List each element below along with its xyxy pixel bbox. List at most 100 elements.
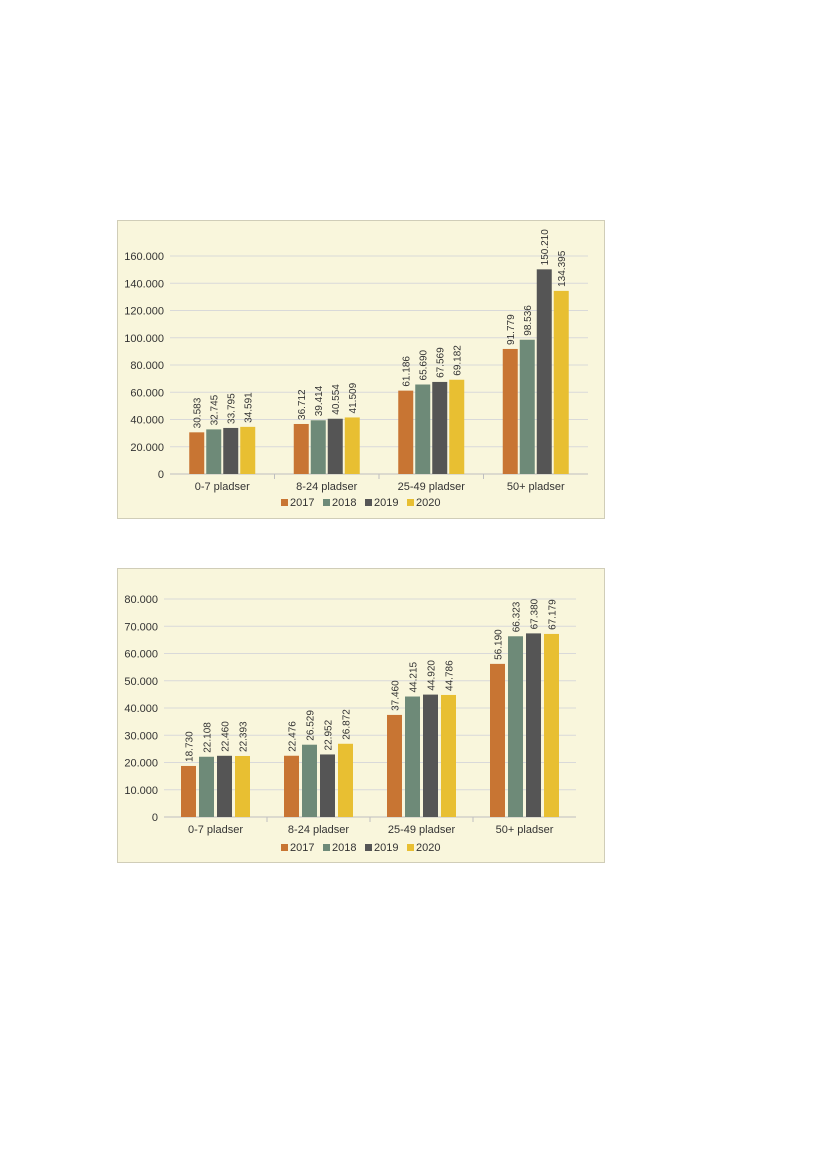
bar-2018	[206, 429, 222, 474]
bar-2017	[181, 765, 196, 817]
data-label: 150.210	[540, 229, 551, 266]
y-tick-label: 60.000	[124, 649, 158, 661]
data-label: 26.529	[306, 710, 317, 741]
y-tick-label: 60.000	[130, 387, 164, 399]
legend-swatch	[323, 499, 330, 506]
data-label: 69.182	[453, 345, 464, 376]
data-label: 26.872	[342, 709, 353, 740]
data-label: 67.380	[530, 598, 541, 629]
legend-swatch	[281, 844, 288, 851]
data-label: 34.591	[244, 392, 255, 423]
legend-swatch	[323, 844, 330, 851]
bar-2017	[502, 348, 518, 474]
data-label: 40.554	[331, 384, 342, 415]
y-tick-label: 120.000	[124, 306, 164, 318]
bar-2020	[449, 379, 465, 474]
y-tick-label: 50.000	[124, 676, 158, 688]
legend-swatch	[365, 844, 372, 851]
data-label: 37.460	[391, 680, 402, 711]
x-category-label: 8-24 pladser	[296, 481, 357, 493]
x-category-label: 25-49 pladser	[388, 824, 456, 836]
bar-2017	[398, 390, 414, 474]
y-tick-label: 20.000	[124, 758, 158, 770]
x-category-label: 0-7 pladser	[188, 824, 243, 836]
legend-swatch	[407, 844, 414, 851]
data-label: 67.569	[436, 347, 447, 378]
legend-swatch	[407, 499, 414, 506]
x-category-label: 50+ pladser	[507, 481, 565, 493]
data-label: 22.393	[239, 721, 250, 752]
y-tick-label: 10.000	[124, 785, 158, 797]
bar-2017	[189, 432, 205, 474]
data-label: 22.108	[203, 722, 214, 753]
bar-2019	[536, 269, 552, 474]
legend-swatch	[281, 499, 288, 506]
data-label: 61.186	[402, 356, 413, 387]
y-tick-label: 30.000	[124, 730, 158, 742]
data-label: 67.179	[548, 599, 559, 630]
bar-2018	[405, 696, 420, 817]
bar-2018	[310, 420, 326, 474]
x-category-label: 25-49 pladser	[398, 481, 466, 493]
data-label: 44.215	[409, 661, 420, 692]
bar-2020	[240, 426, 256, 474]
y-tick-label: 140.000	[124, 278, 164, 290]
legend-label: 2019	[374, 842, 398, 854]
bar-2019	[223, 427, 239, 474]
data-label: 22.460	[221, 721, 232, 752]
y-tick-label: 0	[152, 812, 158, 824]
data-label: 36.712	[297, 389, 308, 420]
data-label: 66.323	[512, 601, 523, 632]
data-label: 32.745	[210, 394, 221, 425]
legend-label: 2020	[416, 842, 440, 854]
data-label: 44.920	[427, 660, 438, 691]
y-tick-label: 100.000	[124, 333, 164, 345]
y-tick-label: 80.000	[130, 360, 164, 372]
data-label: 98.536	[523, 305, 534, 336]
legend-label: 2018	[332, 842, 356, 854]
bar-2018	[415, 384, 431, 474]
bar-2017	[490, 663, 505, 817]
y-tick-label: 40.000	[124, 703, 158, 715]
bar-2017	[284, 755, 299, 817]
bar-2017	[293, 423, 309, 474]
legend-label: 2019	[374, 497, 398, 509]
bar-2019	[526, 633, 541, 817]
bar-2018	[508, 636, 523, 817]
y-tick-label: 0	[158, 469, 164, 481]
x-category-label: 50+ pladser	[496, 824, 554, 836]
data-label: 22.952	[324, 719, 335, 750]
legend-label: 2017	[290, 497, 314, 509]
y-tick-label: 160.000	[124, 251, 164, 263]
bar-chart-2: 0 10.000 20.000 30.000 40.000 50.000 60.000 70.…	[124, 594, 576, 854]
data-label: 44.786	[445, 660, 456, 691]
bar-2019	[327, 418, 343, 474]
data-label: 39.414	[314, 385, 325, 416]
legend-label: 2018	[332, 497, 356, 509]
data-label: 91.779	[506, 314, 517, 345]
bar-2019	[320, 754, 335, 817]
x-category-label: 0-7 pladser	[195, 481, 250, 493]
data-label: 65.690	[419, 349, 430, 380]
chart-panel-1: 0 20.000 40.000 60.000 80.000 100.000 120.000 1…	[117, 220, 605, 519]
data-label: 22.476	[288, 721, 299, 752]
x-category-label: 8-24 pladser	[288, 824, 349, 836]
y-tick-label: 70.000	[124, 621, 158, 633]
legend-label: 2017	[290, 842, 314, 854]
bar-2020	[544, 633, 559, 817]
legend-label: 2020	[416, 497, 440, 509]
bar-chart-1: 0 20.000 40.000 60.000 80.000 100.000 120.000 1…	[124, 229, 588, 509]
data-label: 18.730	[185, 731, 196, 762]
y-tick-label: 40.000	[130, 415, 164, 427]
data-label: 30.583	[193, 397, 204, 428]
bar-2020	[338, 743, 353, 817]
legend-swatch	[365, 499, 372, 506]
bar-2018	[302, 744, 317, 817]
bar-2020	[344, 417, 360, 474]
bar-2020	[235, 755, 250, 817]
data-label: 33.795	[227, 393, 238, 424]
data-label: 134.395	[557, 250, 568, 287]
bar-2018	[519, 339, 535, 474]
y-tick-label: 80.000	[124, 594, 158, 606]
y-tick-label: 20.000	[130, 442, 164, 454]
